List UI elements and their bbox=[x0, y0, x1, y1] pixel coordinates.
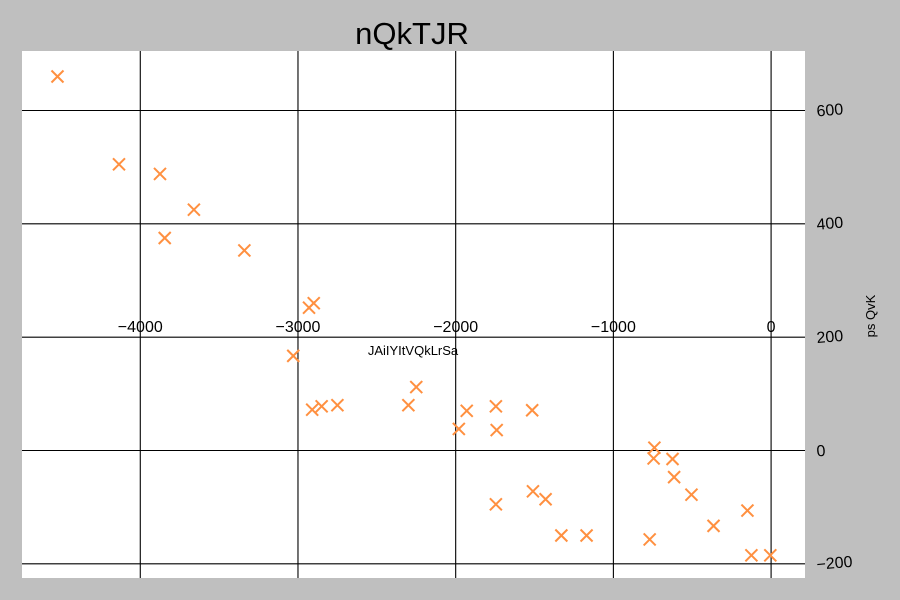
data-point bbox=[526, 484, 540, 499]
data-point bbox=[763, 548, 778, 563]
data-point bbox=[314, 399, 329, 414]
data-point bbox=[409, 380, 423, 394]
plot-area bbox=[22, 51, 805, 578]
x-tick-label: −1000 bbox=[591, 319, 636, 336]
data-point bbox=[706, 519, 721, 533]
data-point bbox=[112, 157, 126, 172]
x-gridlines bbox=[139, 51, 772, 578]
data-points bbox=[50, 69, 778, 563]
y-tick-labels: −200 0 200 400 600 bbox=[816, 101, 853, 574]
data-point bbox=[554, 528, 569, 543]
data-point bbox=[642, 532, 657, 547]
data-point bbox=[153, 167, 167, 181]
data-point bbox=[330, 398, 345, 412]
x-tick-label: −4000 bbox=[118, 319, 163, 336]
x-tick-label: −3000 bbox=[276, 319, 321, 336]
data-point bbox=[684, 487, 699, 502]
x-tick-label: −2000 bbox=[433, 319, 478, 336]
data-point bbox=[50, 69, 65, 84]
y-tick-label: 0 bbox=[816, 443, 826, 461]
y-tick-label: 600 bbox=[816, 101, 844, 120]
data-point bbox=[489, 497, 503, 512]
x-axis-label: JAiIYItVQkLrSa bbox=[368, 343, 459, 358]
data-point bbox=[401, 398, 416, 412]
data-point bbox=[665, 452, 680, 466]
data-point bbox=[525, 403, 539, 417]
data-point bbox=[667, 470, 681, 484]
data-point bbox=[647, 440, 662, 455]
data-point bbox=[744, 548, 759, 563]
y-tick-label: 200 bbox=[816, 328, 844, 347]
data-point bbox=[579, 528, 594, 543]
data-point bbox=[646, 451, 661, 466]
data-point bbox=[158, 231, 172, 245]
y-tick-label: 400 bbox=[816, 215, 844, 234]
data-point bbox=[489, 399, 503, 414]
data-point bbox=[307, 296, 321, 310]
data-point bbox=[740, 503, 755, 518]
y-axis-label: ps QvK bbox=[863, 294, 878, 337]
x-tick-labels: −4000 −3000 −2000 −1000 0 bbox=[118, 319, 776, 336]
data-point bbox=[237, 243, 252, 258]
data-point bbox=[286, 349, 300, 363]
data-point bbox=[460, 404, 474, 418]
chart-title: nQkTJR bbox=[355, 16, 469, 51]
data-point bbox=[305, 402, 319, 417]
data-point bbox=[187, 202, 201, 217]
y-tick-label: −200 bbox=[816, 554, 853, 574]
x-tick-label: 0 bbox=[767, 319, 776, 336]
data-point bbox=[489, 423, 504, 437]
data-point bbox=[538, 492, 553, 506]
y-gridlines bbox=[22, 109, 805, 565]
data-point bbox=[452, 422, 466, 436]
